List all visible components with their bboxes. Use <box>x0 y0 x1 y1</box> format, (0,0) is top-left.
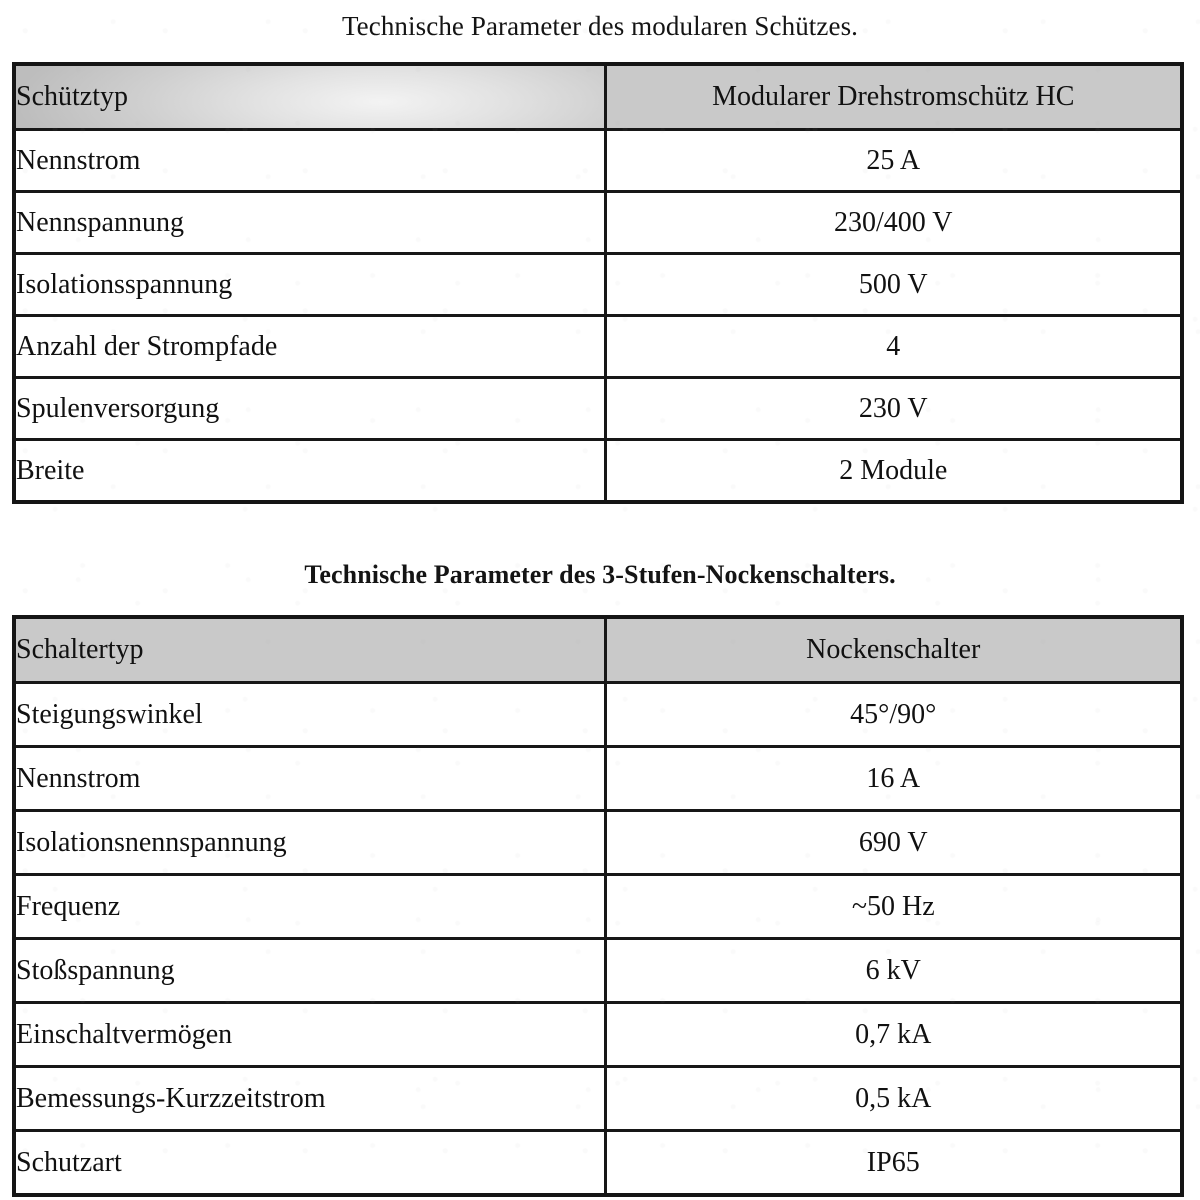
column-header-parameter: Schütztyp <box>12 62 607 131</box>
table-row: Frequenz ~50 Hz <box>12 873 1184 940</box>
parameter-value: 500 V <box>603 252 1184 317</box>
parameter-value: 690 V <box>603 809 1184 876</box>
parameter-value: 0,7 kA <box>603 1001 1184 1068</box>
parameter-label: Isolationsspannung <box>12 252 607 317</box>
parameter-value: IP65 <box>603 1129 1184 1197</box>
table-row: Isolationsnennspannung 690 V <box>12 809 1184 876</box>
table-row: Stoßspannung 6 kV <box>12 937 1184 1004</box>
parameter-value: 230 V <box>603 376 1184 441</box>
table-row: Breite 2 Module <box>12 438 1184 504</box>
parameter-value: ~50 Hz <box>603 873 1184 940</box>
table-header-row: Schütztyp Modularer Drehstromschütz HC <box>12 62 1184 131</box>
parameter-label: Nennspannung <box>12 190 607 255</box>
parameter-value: 2 Module <box>603 438 1184 504</box>
column-header-parameter: Schaltertyp <box>12 615 607 684</box>
parameter-label: Spulenversorgung <box>12 376 607 441</box>
column-header-value: Modularer Drehstromschütz HC <box>603 62 1184 131</box>
table-row: Nennstrom 16 A <box>12 745 1184 812</box>
parameter-label: Anzahl der Strompfade <box>12 314 607 379</box>
parameter-label: Einschaltvermögen <box>12 1001 607 1068</box>
cam-switch-parameters-table: Schaltertyp Nockenschalter Steigungswink… <box>12 615 1184 1197</box>
table-1-caption: Technische Parameter des modularen Schüt… <box>341 11 859 41</box>
parameter-value: 45°/90° <box>603 681 1184 748</box>
parameter-label: Nennstrom <box>12 745 607 812</box>
parameter-value: 25 A <box>603 128 1184 193</box>
parameter-value: 4 <box>603 314 1184 379</box>
contactor-parameters-table: Schütztyp Modularer Drehstromschütz HC N… <box>12 62 1184 504</box>
table-row: Isolationsspannung 500 V <box>12 252 1184 317</box>
parameter-label: Isolationsnennspannung <box>12 809 607 876</box>
table-header-row: Schaltertyp Nockenschalter <box>12 615 1184 684</box>
column-header-value: Nockenschalter <box>603 615 1184 684</box>
parameter-label: Nennstrom <box>12 128 607 193</box>
table-row: Einschaltvermögen 0,7 kA <box>12 1001 1184 1068</box>
parameter-label: Stoßspannung <box>12 937 607 1004</box>
parameter-label: Bemessungs-Kurzzeitstrom <box>12 1065 607 1132</box>
parameter-label: Breite <box>12 438 607 504</box>
parameter-label: Schutzart <box>12 1129 607 1197</box>
parameter-label: Steigungswinkel <box>12 681 607 748</box>
table-row: Spulenversorgung 230 V <box>12 376 1184 441</box>
parameter-value: 0,5 kA <box>603 1065 1184 1132</box>
table-row: Nennspannung 230/400 V <box>12 190 1184 255</box>
table-row: Schutzart IP65 <box>12 1129 1184 1197</box>
parameter-value: 6 kV <box>603 937 1184 1004</box>
table-row: Anzahl der Strompfade 4 <box>12 314 1184 379</box>
table-2-caption: Technische Parameter des 3-Stufen-Nocken… <box>304 560 896 589</box>
table-row: Nennstrom 25 A <box>12 128 1184 193</box>
table-row: Steigungswinkel 45°/90° <box>12 681 1184 748</box>
parameter-value: 230/400 V <box>603 190 1184 255</box>
parameter-label: Frequenz <box>12 873 607 940</box>
table-row: Bemessungs-Kurzzeitstrom 0,5 kA <box>12 1065 1184 1132</box>
parameter-value: 16 A <box>603 745 1184 812</box>
